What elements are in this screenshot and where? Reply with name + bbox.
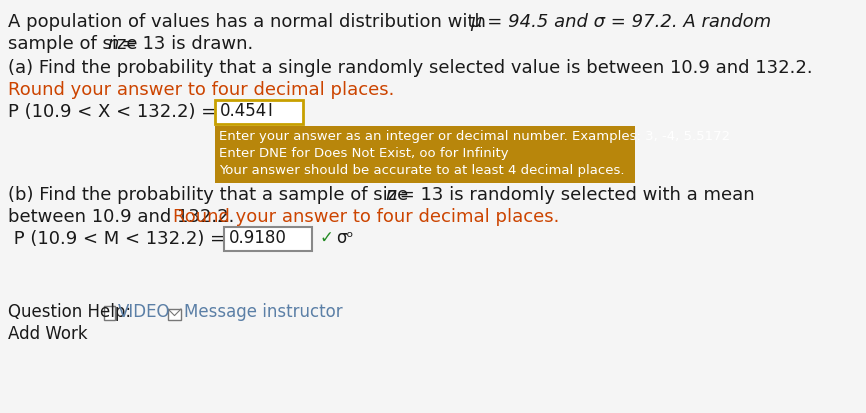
Text: 0.454: 0.454 — [220, 102, 268, 120]
Text: P (10.9 < M < 132.2) =: P (10.9 < M < 132.2) = — [8, 230, 225, 248]
FancyBboxPatch shape — [104, 306, 115, 320]
FancyBboxPatch shape — [215, 100, 303, 124]
Text: I: I — [267, 102, 272, 120]
Text: VIDEO: VIDEO — [118, 303, 171, 321]
Text: Round your answer to four decimal places.: Round your answer to four decimal places… — [173, 208, 559, 226]
Text: = 13 is drawn.: = 13 is drawn. — [116, 35, 253, 53]
Text: P (10.9 < X < 132.2) =: P (10.9 < X < 132.2) = — [8, 103, 216, 121]
FancyBboxPatch shape — [224, 227, 312, 251]
Text: = 13 is randomly selected with a mean: = 13 is randomly selected with a mean — [394, 186, 754, 204]
Text: Your answer should be accurate to at least 4 decimal places.: Your answer should be accurate to at lea… — [219, 164, 624, 177]
Text: n: n — [107, 35, 119, 53]
Text: Question Help:: Question Help: — [8, 303, 131, 321]
Text: (b) Find the probability that a sample of size: (b) Find the probability that a sample o… — [8, 186, 414, 204]
Text: ✓: ✓ — [320, 229, 334, 247]
Text: A population of values has a normal distribution with: A population of values has a normal dist… — [8, 13, 492, 31]
Text: n: n — [385, 186, 397, 204]
Text: μ = 94.5 and σ = 97.2. A random: μ = 94.5 and σ = 97.2. A random — [470, 13, 771, 31]
Text: Enter DNE for Does Not Exist, oo for Infinity: Enter DNE for Does Not Exist, oo for Inf… — [219, 147, 508, 160]
Text: (a) Find the probability that a single randomly selected value is between 10.9 a: (a) Find the probability that a single r… — [8, 59, 812, 77]
Text: between 10.9 and 132.2.: between 10.9 and 132.2. — [8, 208, 240, 226]
Text: Enter your answer as an integer or decimal number. Examples: 3, -4, 5.5172: Enter your answer as an integer or decim… — [219, 130, 730, 143]
FancyBboxPatch shape — [168, 309, 181, 320]
Text: sample of size: sample of size — [8, 35, 143, 53]
Text: σᵒ: σᵒ — [336, 229, 353, 247]
FancyBboxPatch shape — [215, 126, 635, 183]
Text: 0.9180: 0.9180 — [229, 229, 287, 247]
Text: Add Work: Add Work — [8, 325, 87, 343]
Text: Round your answer to four decimal places.: Round your answer to four decimal places… — [8, 81, 394, 99]
Text: Message instructor: Message instructor — [184, 303, 343, 321]
